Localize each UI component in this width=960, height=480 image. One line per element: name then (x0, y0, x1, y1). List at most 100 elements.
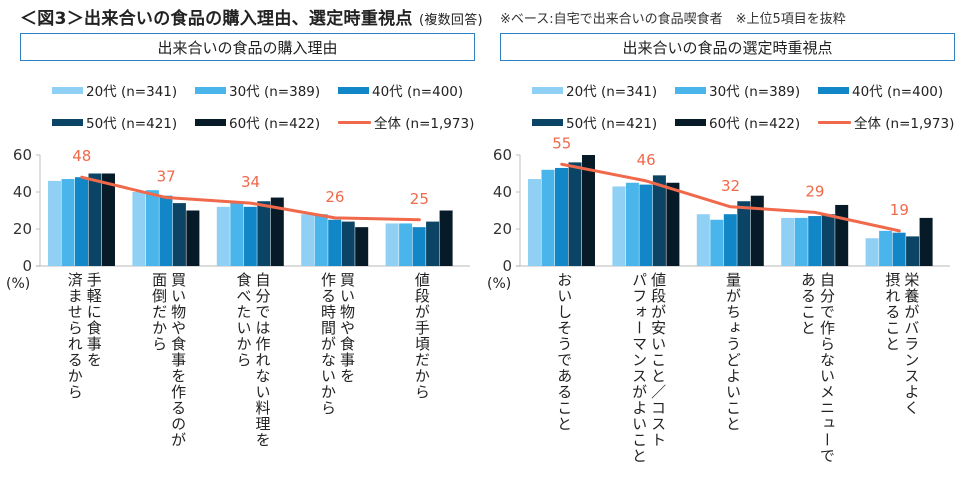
left-panel-header: 出来合いの食品の購入理由 (20, 33, 475, 61)
bar-20s (696, 214, 710, 266)
legend-item-total: 全体 (n=1,973) (338, 112, 474, 132)
legend-label: 20代 (n=341) (86, 84, 178, 100)
total-data-label: 29 (805, 182, 824, 200)
legend-swatch (338, 86, 369, 94)
legend-swatch (52, 118, 83, 126)
legend-item-30s: 30代 (n=389) (195, 80, 320, 100)
legend-label: 60代 (n=422) (709, 116, 801, 132)
category-label: 買い物や食事を作るのが 面倒だから (150, 272, 188, 448)
bar-30s (710, 219, 724, 266)
legend-line-swatch (338, 120, 371, 124)
total-line (560, 162, 901, 233)
right-y-unit-label: (%) (487, 276, 512, 292)
bar-20s (612, 186, 626, 266)
bar-40s (639, 184, 653, 266)
legend-line-swatch (818, 120, 851, 124)
total-data-label: 48 (72, 147, 91, 165)
category-label: おいしそうであること (555, 272, 574, 432)
category-label: 自分で作らないメニューで あること (798, 272, 836, 464)
bar-40s (723, 214, 737, 266)
bar-50s (568, 162, 582, 266)
category-label: 量がちょうどよいこと (724, 272, 743, 432)
y-tick-label: 60 (13, 146, 32, 164)
legend-swatch (818, 86, 849, 94)
legend-label: 全体 (n=1,973) (854, 116, 955, 132)
bar-60s (270, 197, 284, 266)
y-tick-label: 40 (13, 183, 32, 201)
legend-swatch (675, 86, 706, 94)
legend-item-60s: 60代 (n=422) (675, 112, 800, 132)
legend-item-50s: 50代 (n=421) (52, 112, 177, 132)
legend-swatch (532, 118, 563, 126)
bar-50s (257, 201, 271, 266)
legend-label: 40代 (n=400) (372, 84, 464, 100)
legend-label: 50代 (n=421) (566, 116, 658, 132)
category-label: 栄養がバランスよく 摂れること (883, 272, 921, 416)
figure-title: ＜図3＞出来合いの食品の購入理由、選定時重視点 (複数回答) (20, 4, 483, 29)
bar-50s (341, 221, 355, 266)
bar-30s (314, 214, 328, 266)
bar-40s (892, 232, 906, 266)
legend-label: 30代 (n=389) (709, 84, 801, 100)
legend-label: 50代 (n=421) (86, 116, 178, 132)
right-panel-header: 出来合いの食品の選定時重視点 (500, 33, 955, 61)
bar-50s (821, 214, 835, 266)
bar-40s (328, 219, 342, 266)
category-label: 買い物や食事を 作る時間がないから (318, 272, 356, 416)
bar-50s (172, 203, 186, 266)
bar-50s (652, 175, 666, 266)
legend-label: 60代 (n=422) (229, 116, 321, 132)
total-data-label: 55 (552, 134, 571, 152)
total-data-label: 34 (241, 173, 260, 191)
bar-60s (355, 227, 369, 266)
bar-40s (555, 167, 568, 266)
bar-30s (794, 217, 808, 266)
y-tick-label: 40 (493, 183, 512, 201)
bar-40s (75, 177, 88, 266)
bar-30s (145, 190, 159, 266)
total-data-label: 26 (325, 188, 344, 206)
bar-50s (426, 221, 440, 266)
bar-20s (301, 214, 315, 266)
legend-item-40s: 40代 (n=400) (338, 80, 463, 100)
category-label: 値段が安いこと／コスト パフォーマンスがよいこと (630, 272, 668, 464)
legend-item-30s: 30代 (n=389) (675, 80, 800, 100)
legend-label: 30代 (n=389) (229, 84, 321, 100)
figure-note: ※ベース:自宅で出来合いの食品喫食者 ※上位5項目を抜粋 (500, 12, 846, 27)
bar-50s (906, 236, 920, 266)
bar-30s (625, 182, 639, 266)
legend-item-60s: 60代 (n=422) (195, 112, 320, 132)
bar-30s (230, 203, 244, 266)
legend-label: 40代 (n=400) (852, 84, 944, 100)
bar-60s (919, 217, 933, 266)
bar-40s (243, 206, 257, 266)
bar-40s (412, 227, 426, 266)
legend-item-20s: 20代 (n=341) (52, 80, 177, 100)
legend-swatch (195, 86, 226, 94)
y-tick-label: 0 (22, 257, 32, 275)
legend-swatch (195, 118, 226, 126)
y-tick-label: 20 (493, 220, 512, 238)
total-line (80, 175, 421, 222)
y-tick-label: 20 (13, 220, 32, 238)
bar-30s (879, 230, 893, 266)
figure-title-main: ＜図3＞出来合いの食品の購入理由、選定時重視点 (20, 9, 413, 29)
bar-20s (385, 223, 399, 266)
category-label: 自分では作れない料理を 食べたいから (234, 272, 272, 448)
legend-item-total: 全体 (n=1,973) (818, 112, 954, 132)
bar-20s (48, 180, 61, 266)
bar-20s (865, 238, 879, 266)
legend-swatch (532, 86, 563, 94)
y-tick-label: 60 (493, 146, 512, 164)
figure-title-sub: (複数回答) (418, 13, 483, 28)
bar-60s (102, 173, 115, 266)
total-data-label: 46 (637, 151, 656, 169)
legend-item-20s: 20代 (n=341) (532, 80, 657, 100)
y-tick-label: 0 (502, 257, 512, 275)
bar-30s (61, 179, 75, 266)
category-label: 値段が手頃だから (412, 272, 431, 400)
bar-20s (528, 179, 541, 266)
bar-60s (750, 195, 764, 266)
legend-item-40s: 40代 (n=400) (818, 80, 943, 100)
